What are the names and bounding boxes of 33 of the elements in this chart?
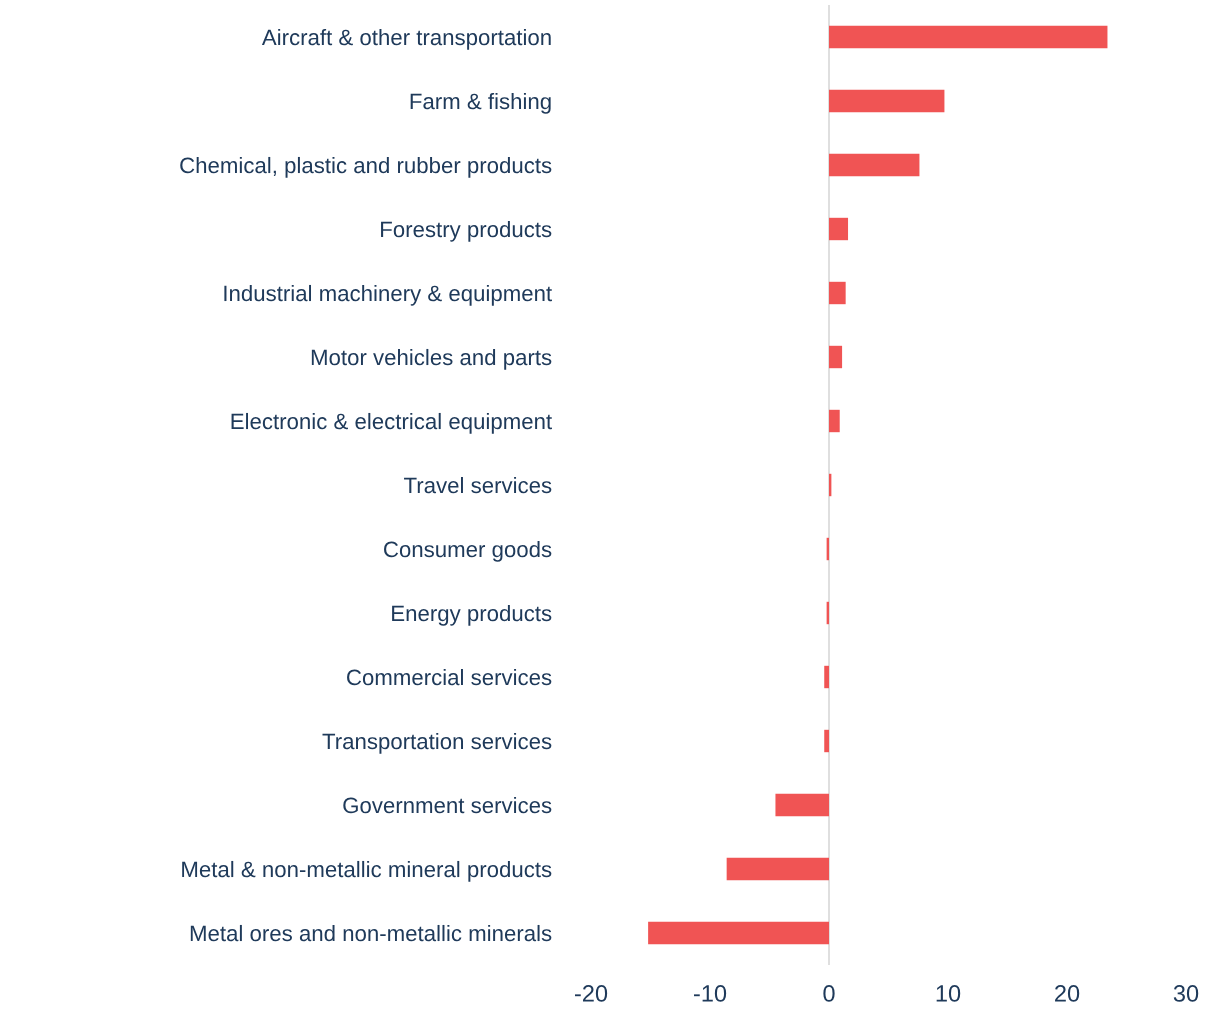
y-tick-label: Farm & fishing — [410, 92, 551, 114]
y-tick-label: Industrial machinery & equipment — [224, 284, 552, 306]
y-tick-label: Aircraft & other transportation — [261, 28, 551, 50]
x-tick-label: -20 — [574, 985, 608, 1002]
y-tick-label: Electronic & electrical equipment — [231, 412, 552, 434]
y-tick-label: Forestry products — [381, 220, 552, 242]
bar — [829, 345, 843, 369]
x-tick-label: 20 — [1055, 985, 1080, 1002]
bar — [726, 857, 829, 881]
bar — [775, 793, 829, 817]
bar — [829, 409, 840, 433]
bar — [648, 921, 829, 945]
y-tick-label: Energy products — [392, 604, 552, 626]
x-tick-label: 10 — [936, 985, 961, 1002]
y-tick-label: Transportation services — [322, 732, 552, 754]
x-tick-label: 0 — [823, 985, 835, 1002]
y-tick-label: Travel services — [404, 476, 552, 494]
x-tick-label: 30 — [1173, 985, 1199, 1002]
x-tick-label: -10 — [693, 985, 727, 1002]
y-tick-label: Motor vehicles and parts — [311, 348, 552, 370]
bar — [829, 281, 846, 305]
y-tick-label: Metal ores and non-metallic minerals — [190, 924, 552, 942]
bar — [824, 729, 829, 753]
y-tick-label: Consumer goods — [384, 540, 552, 562]
bar — [829, 89, 945, 113]
bar — [829, 25, 1108, 49]
bar — [824, 665, 829, 689]
y-tick-label: Chemical, plastic and rubber products — [180, 156, 552, 178]
y-tick-label: Commercial services — [347, 668, 552, 686]
bar — [829, 153, 920, 177]
y-tick-label: Metal & non-metallic mineral products — [182, 860, 552, 882]
bar — [829, 217, 849, 241]
y-tick-label: Government services — [343, 796, 552, 814]
